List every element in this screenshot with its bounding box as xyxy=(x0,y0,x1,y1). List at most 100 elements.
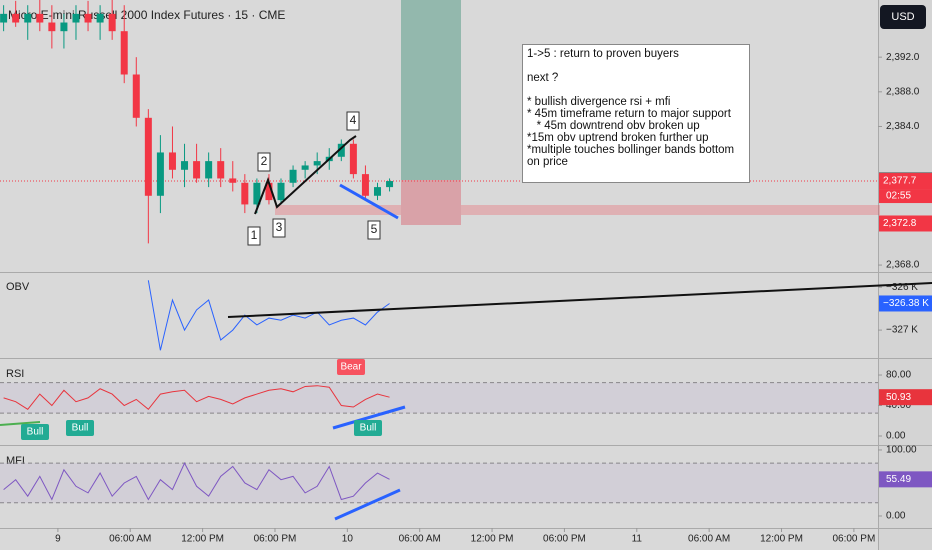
x-tick-label: 10 xyxy=(342,534,354,545)
candle-body xyxy=(181,161,189,170)
candle-body xyxy=(337,143,345,157)
candle-body xyxy=(108,13,116,32)
wave-label: 3 xyxy=(276,220,283,234)
value-tag xyxy=(879,389,932,406)
signal-box xyxy=(337,359,365,375)
note-line: 1->5 : return to proven buyers xyxy=(527,48,679,60)
divergence-line xyxy=(339,183,399,220)
y-tick-label: 0.00 xyxy=(886,431,906,442)
wave-label-box xyxy=(272,218,286,238)
stop-box xyxy=(401,180,461,225)
mfi-divergence xyxy=(334,488,401,521)
x-tick-label: 12:00 PM xyxy=(471,534,514,545)
axis-bg xyxy=(878,0,932,550)
candle-body xyxy=(253,182,261,205)
price-tag-label: 2,372.8 xyxy=(883,218,917,229)
candle-body xyxy=(144,117,152,196)
currency[interactable]: USD xyxy=(891,11,914,23)
candle-body xyxy=(48,22,56,32)
x-tick-label: 06:00 AM xyxy=(109,534,151,545)
y-tick-label: 2,368.0 xyxy=(886,260,920,271)
wave-label-box xyxy=(367,220,381,240)
y-tick-label: 100.00 xyxy=(886,445,917,456)
countdown: 02:55 xyxy=(886,191,911,202)
x-tick-label: 9 xyxy=(55,534,61,545)
candle-body xyxy=(156,152,164,196)
target-box xyxy=(401,0,461,180)
indicator-line xyxy=(3,385,390,411)
price-tag-label: −326.38 K xyxy=(883,298,929,309)
level-band xyxy=(0,382,878,414)
candle-body xyxy=(386,181,394,188)
wave-label: 2 xyxy=(261,154,268,168)
rsi-bull-line xyxy=(0,421,41,426)
chart-title: Micro E-mini Russell 2000 Index Futures … xyxy=(8,8,285,22)
candle-body xyxy=(373,187,381,196)
price-tag-label: 2,377.7 xyxy=(883,176,917,187)
candle-body xyxy=(120,31,128,75)
candle-body xyxy=(84,13,92,23)
panel-title: MFI xyxy=(6,455,25,467)
note-line: *multiple touches bollinger bands bottom… xyxy=(527,144,738,168)
wave-label-box xyxy=(247,226,261,246)
value-tag-label: 55.49 xyxy=(886,474,911,485)
signal-label: Bear xyxy=(340,362,362,373)
candle-body xyxy=(361,174,369,196)
panel-title: RSI xyxy=(6,368,24,380)
candle-body xyxy=(36,13,44,23)
candle-body xyxy=(217,161,225,179)
candle-body xyxy=(193,161,201,179)
candle-body xyxy=(72,13,80,23)
candle-body xyxy=(12,13,20,23)
candle-body xyxy=(349,143,357,175)
note-line: next ? xyxy=(527,72,559,84)
y-tick-label: 0.00 xyxy=(886,511,906,522)
wave-label-box xyxy=(346,111,360,131)
wave-line xyxy=(254,135,357,215)
y-tick-label: 40.00 xyxy=(886,400,911,411)
obv-trendline xyxy=(227,282,932,318)
wave-label-box xyxy=(257,152,271,172)
candle-body xyxy=(205,161,213,179)
currency-button[interactable] xyxy=(880,5,926,29)
countdown-bg xyxy=(879,189,932,204)
value-tag xyxy=(879,471,932,488)
signal-box xyxy=(21,424,49,440)
x-tick-label: 06:00 AM xyxy=(688,534,730,545)
x-tick-label: 06:00 AM xyxy=(399,534,441,545)
y-tick-label: −327 K xyxy=(886,325,918,336)
demand-zone xyxy=(275,205,880,215)
candle-body xyxy=(241,182,249,205)
x-tick-label: 06:00 PM xyxy=(832,534,875,545)
candle-body xyxy=(289,169,297,183)
candle-body xyxy=(132,74,140,118)
candle-body xyxy=(277,182,285,201)
candle-body xyxy=(168,152,176,170)
candle-body xyxy=(24,13,32,23)
price-tag xyxy=(879,215,932,232)
indicator-line xyxy=(3,462,390,501)
signal-box xyxy=(66,420,94,436)
wave-label: 4 xyxy=(350,113,357,127)
signal-label: Bull xyxy=(27,427,44,438)
note-line: * bullish divergence rsi + mfi xyxy=(527,96,671,108)
note-box: 1->5 : return to proven buyers next ? * bu… xyxy=(522,44,750,183)
y-tick-label: 2,384.0 xyxy=(886,121,920,132)
level-band xyxy=(0,463,878,503)
signal-box xyxy=(354,420,382,436)
candle-body xyxy=(301,165,309,170)
candle-body xyxy=(265,182,273,201)
y-tick-label: 2,392.0 xyxy=(886,52,920,63)
wave-label: 5 xyxy=(371,222,378,236)
panel-title: OBV xyxy=(6,281,30,293)
y-tick-label: −326 K xyxy=(886,282,918,293)
value-tag-label: 50.93 xyxy=(886,392,911,403)
note-line: * 45m timeframe return to major support xyxy=(527,108,731,120)
x-tick-label: 06:00 PM xyxy=(543,534,586,545)
price-tag xyxy=(879,295,932,312)
y-tick-label: 2,388.0 xyxy=(886,86,920,97)
candle-body xyxy=(60,22,68,32)
